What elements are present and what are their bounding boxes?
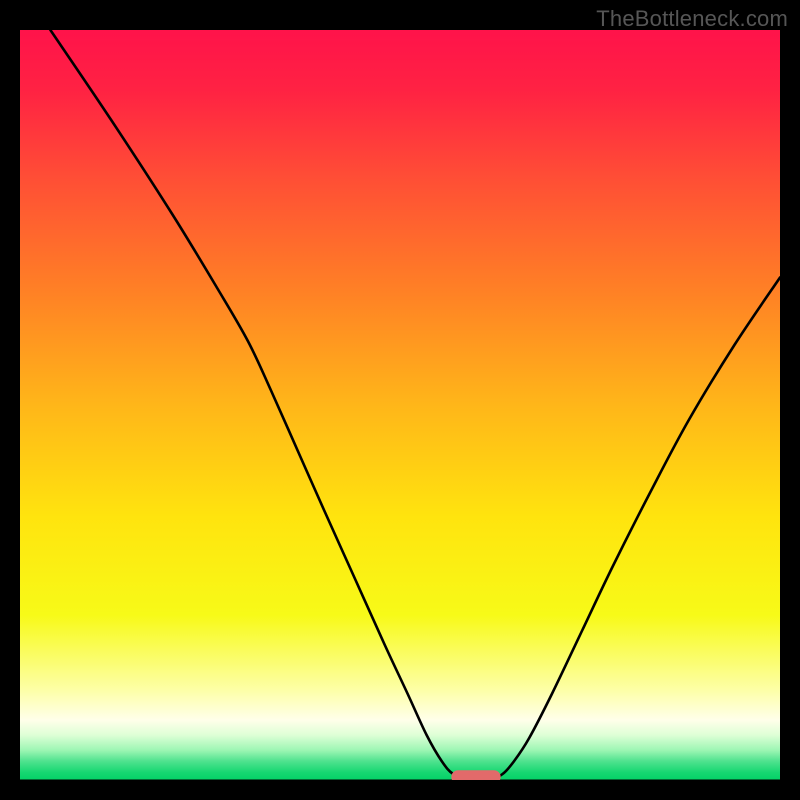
- chart-frame: TheBottleneck.com: [0, 0, 800, 800]
- watermark-text: TheBottleneck.com: [596, 6, 788, 32]
- chart-svg: [20, 30, 780, 780]
- plot-area: [20, 30, 780, 780]
- gradient-background: [20, 30, 780, 780]
- optimal-marker: [451, 770, 500, 780]
